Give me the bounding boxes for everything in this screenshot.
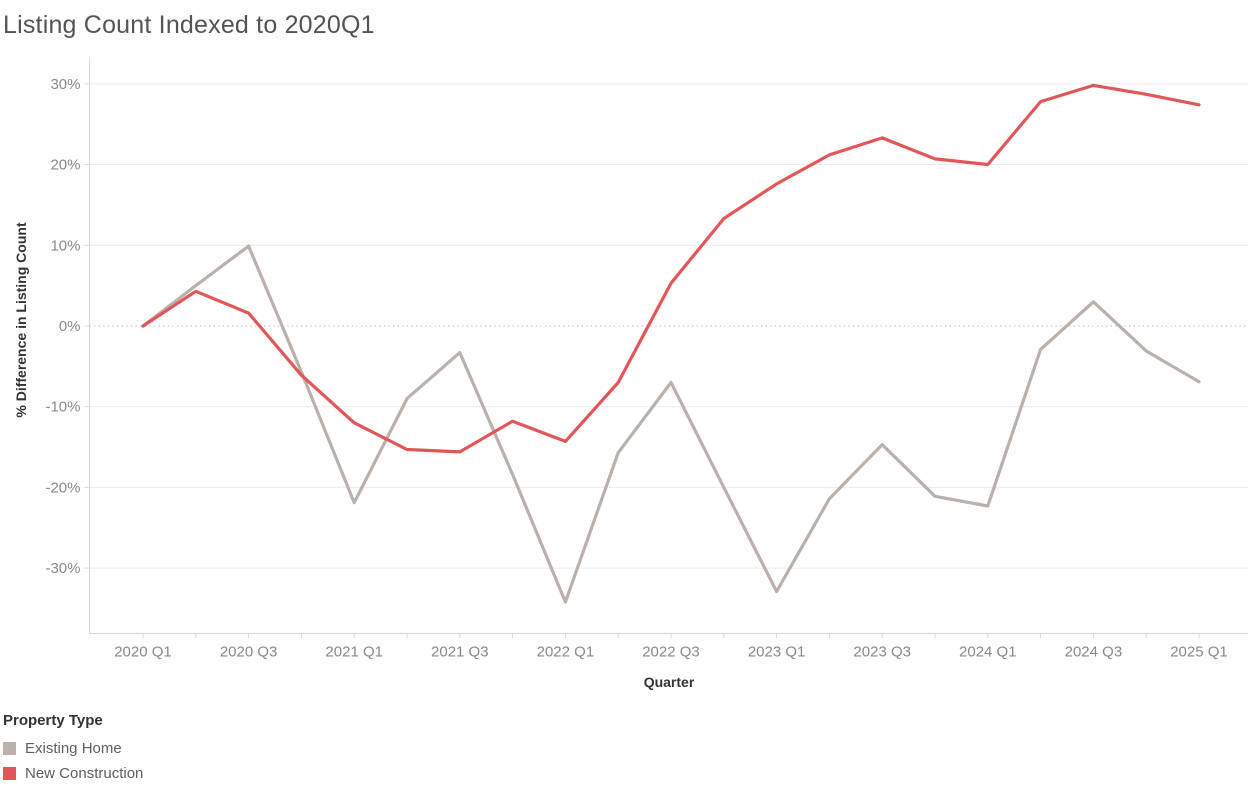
x-tick-label: 2021 Q3 <box>431 644 489 661</box>
legend-title: Property Type <box>3 712 103 729</box>
y-tick-label: 30% <box>50 76 80 93</box>
legend-swatch-icon <box>3 767 16 780</box>
series-line-new-construction[interactable] <box>141 83 1201 454</box>
legend-items: Existing Home New Construction <box>3 736 143 786</box>
x-tick-label: 2023 Q1 <box>748 644 806 661</box>
chart-title: Listing Count Indexed to 2020Q1 <box>3 11 375 39</box>
y-tick-label: 20% <box>50 157 80 174</box>
y-tick-label: 0% <box>59 318 81 335</box>
legend-swatch-icon <box>3 742 16 755</box>
x-tick-label: 2024 Q1 <box>959 644 1017 661</box>
x-axis-title: Quarter <box>643 674 695 690</box>
legend-item-existing-home[interactable]: Existing Home <box>3 736 143 761</box>
x-tick-label: 2022 Q1 <box>537 644 595 661</box>
y-tick-label: -10% <box>45 399 80 416</box>
y-tick-label: 10% <box>50 237 80 254</box>
x-tick-label: 2021 Q1 <box>325 644 383 661</box>
y-tick-label: -20% <box>45 479 80 496</box>
y-axis-title: % Difference in Listing Count <box>13 222 29 418</box>
series-line-existing-home[interactable] <box>141 244 1201 604</box>
legend: Property Type Existing Home New Construct… <box>3 712 143 786</box>
x-tick-label: 2025 Q1 <box>1170 644 1228 661</box>
x-tick-label: 2020 Q1 <box>114 644 172 661</box>
x-tick-label: 2023 Q3 <box>853 644 911 661</box>
x-tick-label: 2022 Q3 <box>642 644 700 661</box>
x-tick-label: 2020 Q3 <box>220 644 278 661</box>
legend-item-label: New Construction <box>25 765 144 782</box>
legend-item-label: Existing Home <box>25 740 122 757</box>
legend-item-new-construction[interactable]: New Construction <box>3 761 143 786</box>
x-tick-label: 2024 Q3 <box>1065 644 1123 661</box>
y-tick-label: -30% <box>45 560 80 577</box>
